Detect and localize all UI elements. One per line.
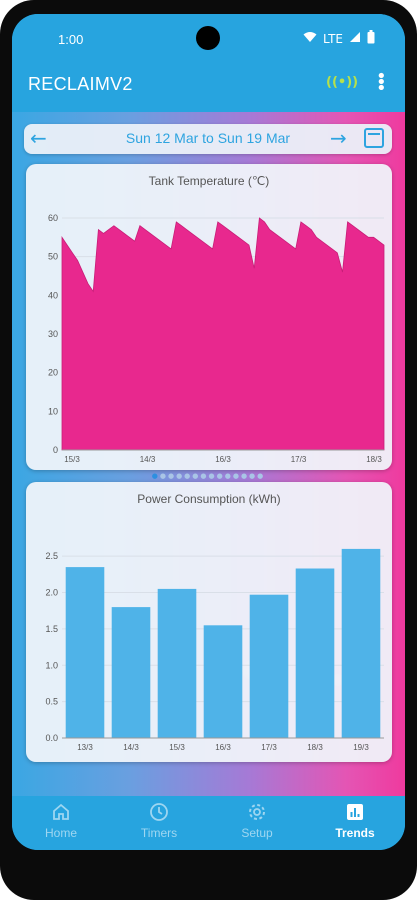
camera-cutout: [196, 26, 220, 50]
app-bar: RECLAIMV2 ((•)) • • •: [12, 60, 405, 112]
temp-y-tick-label: 0: [53, 445, 58, 455]
power-bar: [203, 625, 243, 738]
power-y-tick-label: 0.5: [45, 697, 58, 707]
nav-home-label: Home: [44, 826, 77, 840]
pager-dot[interactable]: ●: [224, 472, 233, 480]
power-bar: [295, 568, 335, 738]
temp-y-tick-label: 50: [48, 252, 58, 262]
temp-y-tick-label: 20: [48, 368, 58, 378]
pager-dot[interactable]: ●: [159, 472, 168, 480]
nav-trends-label: Trends: [335, 826, 375, 840]
power-x-tick-label: 18/3: [307, 743, 323, 752]
pager-dot[interactable]: ●: [208, 472, 217, 480]
pager-dot[interactable]: ●: [257, 472, 266, 480]
nav-setup[interactable]: Setup: [217, 802, 297, 840]
temp-x-tick-label: 18/3: [366, 455, 382, 464]
chart-pager-dots: ●●●●●●●●●●●●●●: [12, 472, 405, 480]
chart-icon: [347, 804, 363, 820]
app-title: RECLAIMV2: [28, 74, 133, 94]
power-x-tick-label: 14/3: [123, 743, 139, 752]
power-x-tick-label: 13/3: [77, 743, 93, 752]
gear-icon: [249, 804, 265, 820]
power-x-tick-label: 19/3: [353, 743, 369, 752]
nav-timers-label: Timers: [140, 826, 178, 840]
calendar-icon[interactable]: [364, 128, 384, 148]
status-time: 1:00: [58, 32, 84, 47]
pager-dot[interactable]: ●: [216, 472, 225, 480]
pager-dot[interactable]: ●: [192, 472, 201, 480]
pager-dot[interactable]: ●: [151, 472, 160, 480]
more-vert-icon[interactable]: • • •: [376, 66, 387, 99]
temp-y-tick-label: 60: [48, 213, 58, 223]
broadcast-signal-icon[interactable]: ((•)): [326, 75, 359, 90]
pager-dot[interactable]: ●: [184, 472, 193, 480]
temp-y-tick-label: 30: [48, 329, 58, 339]
clock-icon: [150, 803, 168, 821]
screen: 1:00 LTE RECLAIMV2 ((•)) • • •: [12, 14, 405, 850]
temp-area-series: [61, 217, 385, 451]
date-range-label[interactable]: Sun 12 Mar to Sun 19 Mar: [125, 130, 291, 146]
date-range-bar: ← Sun 12 Mar to Sun 19 Mar →: [24, 124, 392, 154]
power-x-tick-label: 15/3: [169, 743, 185, 752]
pager-dot[interactable]: ●: [249, 472, 258, 480]
status-bar: 1:00 LTE: [12, 14, 405, 60]
home-icon: [53, 803, 69, 820]
cell-signal-icon: [349, 31, 361, 46]
nav-home[interactable]: Home: [21, 802, 101, 840]
temp-x-tick-label: 15/3: [64, 455, 80, 464]
power-y-tick-label: 0.0: [45, 733, 58, 743]
next-week-arrow-icon[interactable]: →: [330, 126, 347, 150]
wifi-icon: [303, 31, 317, 46]
nav-timers[interactable]: Timers: [119, 802, 199, 840]
power-bar: [249, 594, 289, 738]
power-x-tick-label: 16/3: [215, 743, 231, 752]
power-chart-title: Power Consumption (kWh): [137, 492, 281, 506]
power-y-tick-label: 2.5: [45, 551, 58, 561]
power-y-tick-label: 1.0: [45, 660, 58, 670]
pager-dot[interactable]: ●: [232, 472, 241, 480]
status-icons: LTE: [303, 30, 375, 47]
power-y-tick-label: 1.5: [45, 624, 58, 634]
power-bar: [65, 567, 105, 738]
prev-week-arrow-icon[interactable]: ←: [30, 126, 47, 150]
power-bar: [111, 607, 151, 738]
temperature-chart-card: Tank Temperature (℃) 0 10 20 30 40 50 60 15/3 14…: [26, 164, 392, 470]
nav-trends[interactable]: Trends: [315, 802, 395, 840]
pager-dot[interactable]: ●: [200, 472, 209, 480]
temperature-chart-title: Tank Temperature (℃): [148, 174, 270, 188]
temp-y-tick-label: 40: [48, 290, 58, 300]
power-chart-card: Power Consumption (kWh) 0.0 0.5 1.0 1.5 2.0 2…: [26, 482, 392, 762]
temperature-chart: 0 10 20 30 40 50 60 15/3 14/3 16/3 17/3 18/3: [48, 213, 385, 464]
temp-y-tick-label: 10: [48, 406, 58, 416]
power-bar: [341, 548, 381, 738]
power-y-tick-label: 2.0: [45, 588, 58, 598]
power-chart: 0.0 0.5 1.0 1.5 2.0 2.5 13/3 14/3 15/3 16/3 17/3 18…: [45, 548, 384, 752]
bottom-navigation: Home Timers Setup Trends: [12, 796, 405, 850]
battery-icon: [367, 30, 375, 47]
network-label: LTE: [323, 31, 343, 46]
nav-setup-label: Setup: [241, 826, 273, 840]
power-bar: [157, 588, 197, 738]
power-x-tick-label: 17/3: [261, 743, 277, 752]
pager-dot[interactable]: ●: [167, 472, 177, 480]
temp-x-tick-label: 14/3: [140, 455, 156, 464]
temp-x-tick-label: 17/3: [291, 455, 307, 464]
pager-dot[interactable]: ●: [176, 472, 185, 480]
temp-x-tick-label: 16/3: [215, 455, 231, 464]
pager-dot[interactable]: ●: [240, 472, 250, 480]
